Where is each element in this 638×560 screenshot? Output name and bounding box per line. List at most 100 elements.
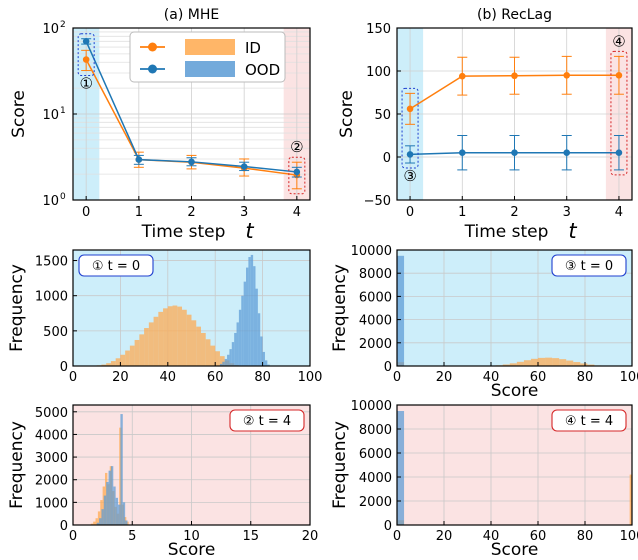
hist_mhe_t4-ood-bar <box>96 522 100 525</box>
hist_mhe_t4-xtick-label: 15 <box>242 529 259 544</box>
hist_mhe_t4-id-bar <box>119 427 122 525</box>
hist_mhe_t0-id-bar <box>139 334 145 366</box>
hist_mhe_t0-id-bar <box>120 354 126 366</box>
hist_reclag_t0-id-bar <box>538 357 546 366</box>
hist_mhe_t0-xtick-label: 40 <box>160 370 177 385</box>
hist_mhe_t4-axes-frame <box>72 404 311 526</box>
hist_reclag_t0-xlabel: Score <box>491 381 539 401</box>
hist_reclag_t0-ood-bar <box>397 255 405 366</box>
hist_mhe_t4-ood-bar <box>99 518 102 525</box>
hist_mhe_t0-id-bar <box>101 364 107 366</box>
reclag_curve-xtick-label: 3 <box>563 205 571 220</box>
legend-label-1: OOD <box>245 61 280 79</box>
hist_reclag_t0-xtick-label: 0 <box>393 370 401 385</box>
hist_mhe_t0-id-bar <box>110 361 116 366</box>
hist_mhe_t0-axes <box>72 249 311 367</box>
hist_mhe_t4-ood-bar <box>122 502 126 525</box>
reclag_curve-point <box>406 151 414 158</box>
hist_reclag_t4-axes <box>396 404 633 526</box>
mhe_curve-xlabel: Time step <box>141 222 226 242</box>
hist_reclag_t0-ytick-label: 6000 <box>359 290 392 305</box>
mhe_curve-point <box>240 163 248 170</box>
hist_mhe_t0-ood-bar <box>257 313 261 366</box>
hist_mhe_t4: 0 5 10 15 20 0 1000 2000 3000 4000 5000 Score Freque… <box>7 405 318 560</box>
hist_mhe_t0-xtick-label: 60 <box>207 370 224 385</box>
legend-patch-1 <box>185 61 235 77</box>
hist_reclag_t4-axes-frame <box>396 404 633 526</box>
hist_mhe_t0-ood-bar <box>236 322 239 366</box>
mhe_curve-point <box>135 156 143 163</box>
hist_reclag_t4-xtick-label: 0 <box>393 529 401 544</box>
hist_reclag_t0-axes <box>396 249 633 367</box>
hist_mhe_t0-ood-bar <box>248 257 251 366</box>
hist_mhe_t0-ood-bar <box>255 288 258 366</box>
reclag_curve-ylabel: Score <box>337 90 357 138</box>
hist_reclag_t0-xtick-label: 20 <box>436 370 453 385</box>
hist_mhe_t4-ytick-label: 5000 <box>35 406 68 421</box>
hist_mhe_t0-id-bar <box>191 320 197 366</box>
hist_mhe_t0-id-bar <box>153 316 159 366</box>
hist_mhe_t4-ood-bar <box>118 504 121 525</box>
mhe_curve-ytick-label: 10 <box>42 108 59 123</box>
mhe_curve-ylabel: Score <box>9 90 29 138</box>
hist_mhe_t0-id-bar <box>158 311 164 366</box>
hist_mhe_t0-id-bar <box>196 326 201 366</box>
hist_mhe_t0-ylabel: Frequency <box>7 264 27 352</box>
hist_mhe_t0-id-bar <box>144 328 149 366</box>
hist_mhe_t4-xtick-label: 10 <box>183 529 200 544</box>
hist_mhe_t0-ood-bar <box>243 281 247 366</box>
legend-marker-1 <box>148 64 157 74</box>
hist_reclag_t0-ytick-label: 10000 <box>351 244 392 259</box>
hist_mhe_t4-id-bar <box>95 518 98 525</box>
hist_mhe_t4-ytick-label: 0 <box>60 519 68 534</box>
hist_mhe_t0-xtick-label: 80 <box>254 370 271 385</box>
hist_mhe_t0-axes-frame <box>72 249 311 367</box>
reclag_curve-point <box>458 149 466 156</box>
hist_reclag_t4-ood-bar <box>397 411 405 525</box>
reclag_curve-title: (b) RecLag <box>477 7 552 23</box>
hist_reclag_t4-xlabel: Score <box>491 540 539 560</box>
reclag_curve-point <box>511 149 518 156</box>
hist_mhe_t4-xtick-label: 0 <box>69 529 77 544</box>
hist_mhe_t0-id-bar <box>106 363 111 366</box>
reclag_curve-annotation-box <box>610 50 628 176</box>
mhe_curve-ytick-label: 10 <box>42 22 59 37</box>
reclag_curve-ytick-label: 0 <box>383 151 391 166</box>
mhe_curve-ytick-exponent: 1 <box>60 106 66 116</box>
reclag_curve-point <box>563 72 571 79</box>
reclag_curve-xtick-label: 4 <box>615 205 623 220</box>
hist_mhe_t4-ood-bar <box>106 481 109 525</box>
mhe_curve-annotation-label: ① <box>79 75 92 93</box>
hist_mhe_t0-ood-bar <box>253 266 256 366</box>
hist_mhe_t4-badge: ② t = 4 <box>243 414 291 429</box>
hist_mhe_t0-xtick-label: 0 <box>69 370 77 385</box>
reclag_curve-ytick-label: 150 <box>366 22 391 37</box>
mhe_curve-point <box>188 158 195 166</box>
reclag_curve-xtick-label: 2 <box>510 205 518 220</box>
hist_mhe_t0-ood-bar <box>224 358 228 366</box>
hist_reclag_t0-id-bar <box>545 357 553 366</box>
hist_reclag_t4-ytick-label: 8000 <box>359 423 392 438</box>
hist_mhe_t4-xtick-label: 5 <box>128 529 136 544</box>
reclag_curve-point <box>615 72 623 79</box>
reclag_curve-point <box>458 72 466 80</box>
reclag_curve-point <box>563 149 571 156</box>
mhe_curve-xtick-label: 1 <box>135 205 143 220</box>
hist_reclag_t0-id-bar <box>523 360 531 366</box>
hist_mhe_t0-id-bar <box>115 358 121 366</box>
hist_mhe_t4-ood-bar <box>115 497 119 525</box>
reclag_curve-ytick-label: 50 <box>374 108 391 123</box>
hist_reclag_t0-ytick-label: 4000 <box>359 314 392 329</box>
reclag_curve-ytick-label: 100 <box>366 65 391 80</box>
reclag_curve-xlabel-var: t <box>568 219 577 243</box>
legend-marker-0 <box>148 42 157 52</box>
hist_mhe_t4-axes <box>72 404 311 526</box>
legend-box <box>129 31 286 83</box>
mhe_curve-point <box>82 38 90 45</box>
hist_mhe_t0-id-bar <box>129 345 135 366</box>
mhe_curve-annotation-label: ② <box>290 138 303 156</box>
hist_mhe_t0-id-bar <box>177 306 183 366</box>
reclag_curve-axes-frame <box>396 27 633 201</box>
hist_reclag_t4-ytick-label: 10000 <box>351 399 392 414</box>
